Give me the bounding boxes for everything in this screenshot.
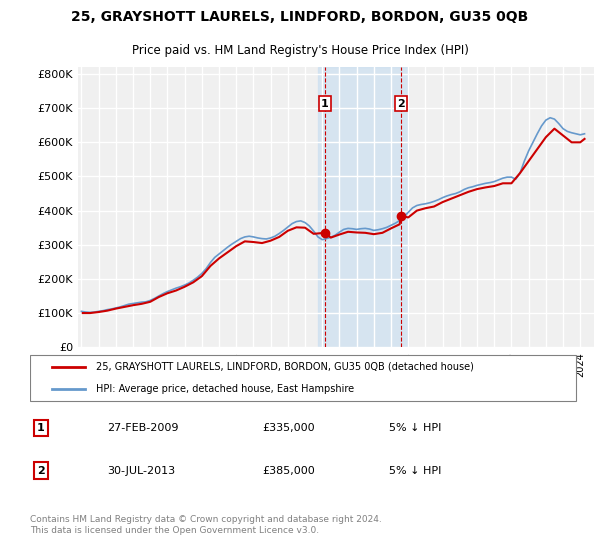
Text: 2: 2 (397, 99, 405, 109)
Text: Price paid vs. HM Land Registry's House Price Index (HPI): Price paid vs. HM Land Registry's House … (131, 44, 469, 57)
Text: £335,000: £335,000 (262, 423, 314, 433)
Text: 1: 1 (321, 99, 329, 109)
Text: £385,000: £385,000 (262, 466, 314, 475)
Text: Contains HM Land Registry data © Crown copyright and database right 2024.
This d: Contains HM Land Registry data © Crown c… (30, 515, 382, 535)
Text: HPI: Average price, detached house, East Hampshire: HPI: Average price, detached house, East… (96, 384, 355, 394)
Text: 1: 1 (37, 423, 45, 433)
Text: 25, GRAYSHOTT LAURELS, LINDFORD, BORDON, GU35 0QB (detached house): 25, GRAYSHOTT LAURELS, LINDFORD, BORDON,… (96, 362, 474, 372)
Text: 25, GRAYSHOTT LAURELS, LINDFORD, BORDON, GU35 0QB: 25, GRAYSHOTT LAURELS, LINDFORD, BORDON,… (71, 10, 529, 24)
Text: 27-FEB-2009: 27-FEB-2009 (107, 423, 179, 433)
Text: 2: 2 (37, 466, 45, 475)
Bar (318, 67, 408, 347)
Text: 5% ↓ HPI: 5% ↓ HPI (389, 423, 441, 433)
Text: 30-JUL-2013: 30-JUL-2013 (107, 466, 175, 475)
Text: 5% ↓ HPI: 5% ↓ HPI (389, 466, 441, 475)
FancyBboxPatch shape (30, 355, 577, 401)
